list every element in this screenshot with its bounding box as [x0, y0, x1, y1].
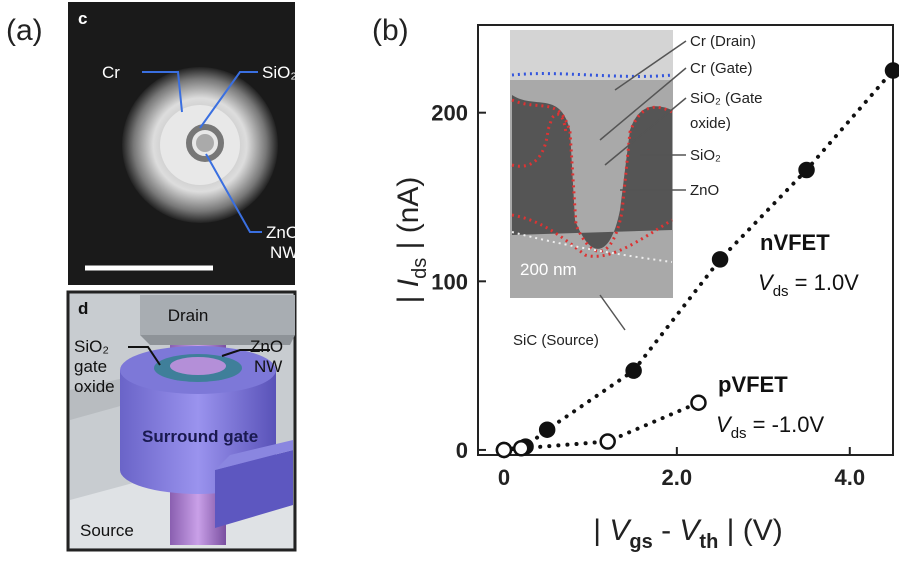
diagram-label: NW: [254, 357, 282, 376]
annotation-part: ds: [731, 425, 747, 442]
y-tick-label: 0: [456, 438, 468, 463]
y-tick-label: 200: [431, 101, 468, 126]
image-label: SiO₂: [262, 63, 297, 82]
x-tick-label: 2.0: [662, 465, 693, 490]
figure: (a) c Cr SiO₂ ZnO NW d Drain SiO₂ gate o…: [0, 0, 899, 569]
image-label: Cr: [102, 63, 120, 82]
data-point: [497, 443, 511, 457]
annotation: nVFET: [760, 230, 830, 255]
data-point: [601, 435, 615, 449]
data-point: [691, 396, 705, 410]
data-point: [540, 423, 554, 437]
y-tick-label: 100: [431, 269, 468, 294]
inset-label: SiO₂: [690, 147, 721, 164]
label-part: |: [392, 287, 425, 303]
x-tick-label: 0: [498, 465, 510, 490]
image-label: NW: [270, 243, 298, 262]
inset-label: SiO₂ (Gate: [690, 90, 763, 107]
inset-label: SiC (Source): [513, 332, 599, 349]
annotation: Vds = -1.0V: [716, 412, 825, 442]
diagram-label: Surround gate: [142, 427, 258, 446]
label-part: |: [593, 514, 609, 547]
annotation-part: = -1.0V: [747, 412, 825, 437]
label-part: I: [392, 279, 425, 287]
label-part: -: [653, 514, 680, 547]
diagram-label: oxide: [74, 377, 115, 396]
label-part: ds: [409, 258, 431, 279]
panel-label: (a): [6, 14, 43, 47]
inset-image: [510, 30, 686, 330]
diagram-label: Drain: [168, 306, 209, 325]
inset-scale-label: 200 nm: [520, 260, 577, 279]
data-point: [514, 441, 528, 455]
annotation-part: ds: [773, 283, 789, 300]
data-point: [627, 364, 641, 378]
diagram-label: ZnO: [250, 337, 283, 356]
label-part: | (nA): [392, 177, 425, 258]
data-point: [886, 64, 899, 78]
data-point: [713, 252, 727, 266]
image-tag: c: [78, 9, 87, 28]
inset-label: Cr (Gate): [690, 60, 753, 77]
label-part: th: [699, 531, 718, 553]
label-part: | (V): [718, 514, 782, 547]
diagram-label: SiO₂: [74, 337, 109, 356]
annotation: pVFET: [718, 372, 788, 397]
x-axis-label: | Vgs - Vth | (V): [593, 514, 783, 553]
inset-label: oxide): [690, 115, 731, 132]
label-part: gs: [629, 531, 652, 553]
annotation: Vds = 1.0V: [758, 270, 859, 300]
panel-label: (b): [372, 14, 409, 47]
micrograph: [68, 2, 295, 285]
diagram-tag: d: [78, 299, 88, 318]
diagram-label: gate: [74, 357, 107, 376]
annotation-part: = 1.0V: [789, 270, 860, 295]
y-axis-label: | Ids | (nA): [392, 177, 431, 304]
inset-label: ZnO: [690, 182, 719, 199]
inset-label: Cr (Drain): [690, 33, 756, 50]
x-tick-label: 4.0: [834, 465, 865, 490]
device-diagram: [68, 292, 295, 550]
image-label: ZnO: [266, 223, 299, 242]
data-point: [800, 163, 814, 177]
diagram-label: Source: [80, 521, 134, 540]
